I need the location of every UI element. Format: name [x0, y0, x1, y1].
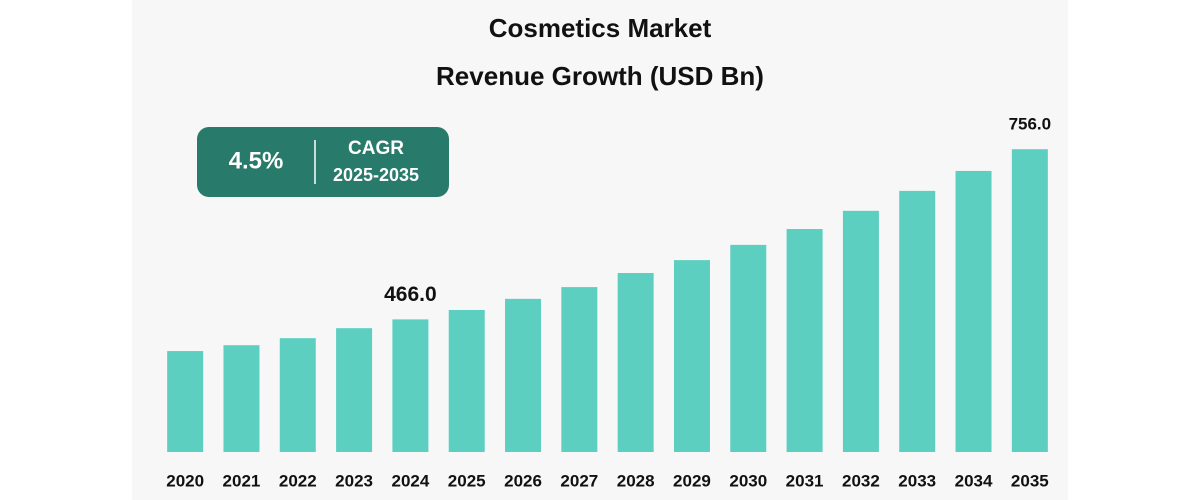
- x-tick-label: 2020: [166, 471, 204, 490]
- bar: [448, 309, 485, 452]
- chart-title: Cosmetics Market: [489, 13, 712, 43]
- bar: [730, 244, 767, 452]
- bar: [786, 229, 823, 452]
- bar: [617, 273, 654, 452]
- bar: [336, 328, 373, 452]
- x-tick-label: 2035: [1011, 471, 1049, 490]
- x-tick-label: 2027: [560, 471, 598, 490]
- x-tick-label: 2024: [391, 471, 429, 490]
- bar: [392, 319, 429, 452]
- bar: [223, 345, 260, 452]
- bar: [561, 287, 598, 452]
- bar: [673, 260, 710, 452]
- cagr-badge: 4.5% CAGR 2025-2035: [197, 127, 449, 197]
- x-tick-label: 2023: [335, 471, 373, 490]
- badge-background: [197, 127, 449, 197]
- bar: [505, 298, 542, 452]
- data-label: 756.0: [1009, 115, 1052, 134]
- cagr-value: 4.5%: [229, 147, 284, 174]
- cagr-period: 2025-2035: [333, 165, 419, 185]
- bar: [279, 338, 316, 452]
- bar: [899, 190, 936, 452]
- cagr-label: CAGR: [348, 138, 404, 159]
- x-tick-label: 2032: [842, 471, 880, 490]
- x-tick-label: 2026: [504, 471, 542, 490]
- bar: [842, 210, 879, 452]
- x-tick-label: 2025: [448, 471, 486, 490]
- x-tick-label: 2028: [617, 471, 655, 490]
- x-tick-label: 2033: [898, 471, 936, 490]
- x-tick-label: 2022: [279, 471, 317, 490]
- x-tick-label: 2029: [673, 471, 711, 490]
- x-tick-label: 2030: [729, 471, 767, 490]
- x-tick-label: 2031: [786, 471, 824, 490]
- x-tick-label: 2021: [223, 471, 261, 490]
- data-label: 466.0: [384, 283, 437, 306]
- bar: [955, 170, 992, 452]
- x-tick-label: 2034: [955, 471, 993, 490]
- bar: [167, 351, 204, 452]
- bar: [1011, 149, 1048, 452]
- chart-subtitle: Revenue Growth (USD Bn): [436, 61, 764, 91]
